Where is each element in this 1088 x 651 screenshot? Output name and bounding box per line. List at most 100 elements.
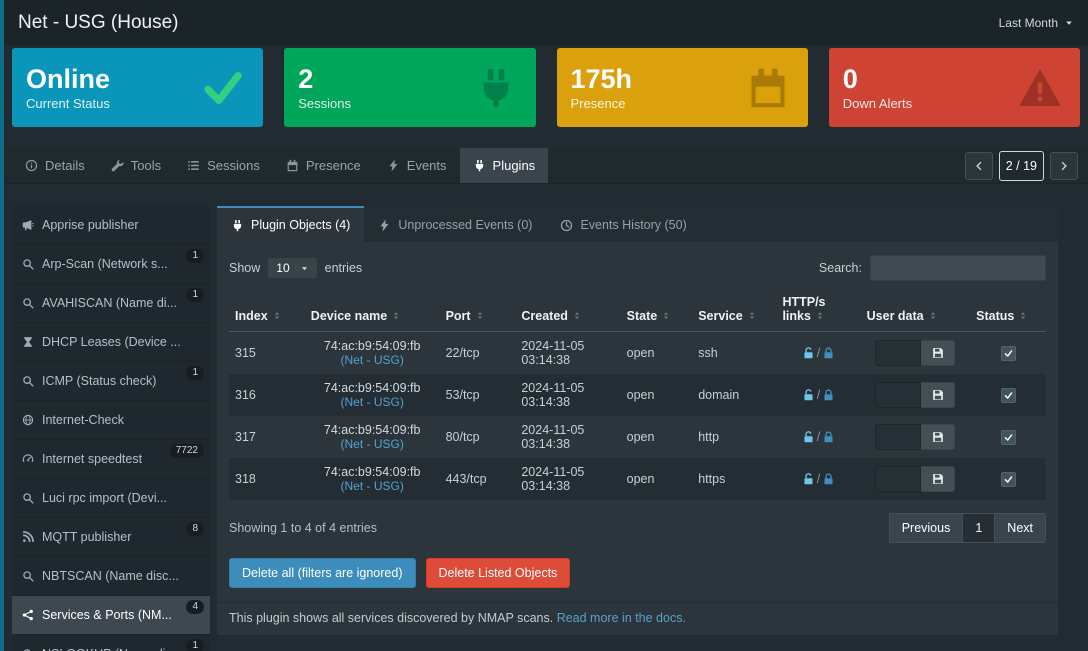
save-user-data-button[interactable] (921, 424, 956, 450)
device-mac: 74:ac:b9:54:09:fb (323, 423, 421, 437)
objects-table: Index Device name Port (229, 291, 1046, 500)
chevron-right-icon (1059, 161, 1069, 171)
sort-icon (391, 310, 401, 321)
tab[interactable]: Details (12, 148, 98, 183)
prev-device-button[interactable] (964, 151, 993, 180)
column-header[interactable]: Index (229, 291, 305, 332)
share-nodes-icon (22, 609, 34, 621)
plugin-list-item[interactable]: Internet speedtest 7722 (12, 440, 210, 479)
device-link[interactable]: (Net - USG) (340, 479, 404, 493)
status-card-value: 0 (842, 64, 858, 95)
user-data-input[interactable] (875, 466, 922, 492)
docs-link[interactable]: Read more in the docs. (556, 611, 686, 625)
sort-icon (661, 310, 671, 321)
state-cell: open (626, 388, 655, 402)
column-header[interactable]: Service (692, 291, 777, 332)
tab-label: Details (45, 158, 85, 173)
device-link[interactable]: (Net - USG) (340, 437, 404, 451)
plugin-tab[interactable]: Events History (50) (546, 206, 700, 242)
device-mac: 74:ac:b9:54:09:fb (323, 381, 421, 395)
delete-listed-button[interactable]: Delete Listed Objects (425, 558, 571, 588)
save-user-data-button[interactable] (921, 466, 956, 492)
plugin-description: This plugin shows all services discovere… (217, 602, 1058, 625)
plugin-list-item[interactable]: Internet-Check (12, 401, 210, 440)
entries-summary: Showing 1 to 4 of 4 entries (229, 521, 378, 535)
plugin-list-item[interactable]: Arp-Scan (Network s... 1 (12, 245, 210, 284)
next-device-button[interactable] (1050, 151, 1078, 180)
plugin-description-text: This plugin shows all services discovere… (229, 611, 554, 625)
plugin-list-item-label: Internet-Check (42, 413, 124, 427)
hourglass-icon (22, 336, 34, 348)
device-link[interactable]: (Net - USG) (340, 395, 404, 409)
tools-icon (111, 159, 124, 172)
plugin-list-item[interactable]: DHCP Leases (Device ... (12, 323, 210, 362)
tab[interactable]: Sessions (174, 148, 273, 183)
plugin-list-item[interactable]: Services & Ports (NM... 4 (12, 596, 210, 635)
http-link[interactable] (802, 346, 815, 360)
plugin-list-item-label: Internet speedtest (42, 452, 143, 466)
search-input[interactable] (870, 255, 1046, 281)
plugin-list-item[interactable]: Luci rpc import (Devi... (12, 479, 210, 518)
status-card-value: 2 (298, 64, 314, 95)
user-data-input[interactable] (875, 340, 922, 366)
pagination-button[interactable]: Next (994, 513, 1046, 543)
status-checkbox[interactable] (1000, 387, 1016, 403)
column-header[interactable]: Created (515, 291, 621, 332)
plugin-list-item[interactable]: AVAHISCAN (Name di... 1 (12, 284, 210, 323)
plugin-tab[interactable]: Unprocessed Events (0) (364, 206, 546, 242)
http-link[interactable] (802, 430, 815, 444)
column-header[interactable]: Device name (304, 291, 440, 332)
status-card-value: 175h (570, 64, 633, 95)
http-link[interactable] (802, 472, 815, 486)
plugin-tab[interactable]: Plugin Objects (4) (217, 206, 365, 242)
status-checkbox[interactable] (1000, 471, 1016, 487)
column-header[interactable]: Status (970, 291, 1046, 332)
device-link[interactable]: (Net - USG) (340, 353, 404, 367)
service-cell: https (698, 472, 726, 486)
save-icon (932, 347, 944, 359)
column-header[interactable]: HTTP/s links (776, 291, 861, 332)
check-icon (1004, 349, 1013, 358)
column-header[interactable]: Port (439, 291, 516, 332)
delete-all-button[interactable]: Delete all (filters are ignored) (229, 558, 416, 588)
save-user-data-button[interactable] (921, 382, 956, 408)
period-selector[interactable]: Last Month (999, 16, 1074, 30)
search-label: Search: (818, 261, 862, 275)
http-links-cell: / (776, 374, 860, 416)
status-checkbox[interactable] (1000, 429, 1016, 445)
pagination-button[interactable]: Previous (888, 513, 964, 543)
service-cell: ssh (698, 346, 718, 360)
tab-label: Plugins (492, 158, 536, 173)
https-link[interactable] (822, 472, 835, 486)
https-link[interactable] (822, 346, 835, 360)
page-size-select[interactable]: 10 (267, 257, 318, 279)
plugin-list-item[interactable]: NSLOOKUP (Name di... 1 (12, 635, 210, 651)
tab[interactable]: Plugins (459, 148, 549, 183)
status-checkbox[interactable] (1000, 345, 1016, 361)
save-user-data-button[interactable] (921, 340, 956, 366)
tab[interactable]: Tools (98, 148, 174, 183)
https-link[interactable] (822, 430, 835, 444)
created-cell: 2024-11-05 03:14:38 (521, 465, 585, 493)
plugin-list-item[interactable]: NBTSCAN (Name disc... (12, 557, 210, 596)
device-mac: 74:ac:b9:54:09:fb (323, 465, 421, 479)
column-header[interactable]: State (620, 291, 693, 332)
caret-down-icon (1064, 18, 1074, 28)
plugin-list-item[interactable]: MQTT publisher 8 (12, 518, 210, 557)
http-link[interactable] (802, 388, 815, 402)
pagination-button[interactable]: 1 (962, 513, 996, 543)
plugin-list-item[interactable]: Apprise publisher (12, 206, 210, 245)
https-link[interactable] (822, 388, 835, 402)
plugin-panel: Plugin Objects (4) Unprocessed Events (0… (217, 206, 1058, 635)
page-indicator: 2 / 19 (998, 150, 1044, 181)
service-cell: http (698, 430, 720, 444)
user-data-input[interactable] (875, 382, 922, 408)
count-badge: 7722 (169, 444, 204, 458)
plugin-list-item[interactable]: ICMP (Status check) 1 (12, 362, 210, 401)
user-data-input[interactable] (875, 424, 922, 450)
column-header[interactable]: User data (860, 291, 971, 332)
tab[interactable]: Presence (273, 148, 374, 183)
column-header-label: Created (521, 309, 568, 323)
tab[interactable]: Events (374, 148, 460, 183)
status-card-label: Down Alerts (842, 95, 913, 111)
